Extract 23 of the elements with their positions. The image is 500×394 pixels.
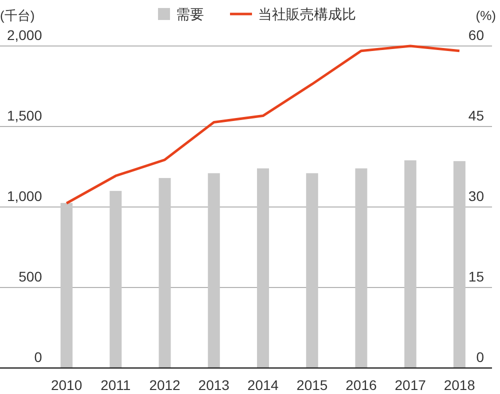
y-axis-title: (千台) bbox=[0, 8, 35, 23]
y-tick-label: 0 bbox=[34, 349, 42, 365]
x-tick-label: 2017 bbox=[394, 377, 426, 393]
x-tick-label: 2011 bbox=[100, 377, 131, 393]
y2-tick-label: 30 bbox=[468, 188, 484, 204]
y2-tick-label: 45 bbox=[468, 108, 484, 124]
x-tick-label: 2015 bbox=[296, 377, 328, 393]
x-tick-label: 2013 bbox=[198, 377, 230, 393]
y2-tick-label: 60 bbox=[468, 27, 484, 43]
x-tick-label: 2014 bbox=[247, 377, 279, 393]
x-tick-label: 2012 bbox=[149, 377, 181, 393]
y2-tick-label: 15 bbox=[468, 268, 484, 284]
y-tick-label: 2,000 bbox=[6, 27, 42, 43]
y-tick-label: 1,500 bbox=[6, 108, 42, 124]
x-tick-label: 2016 bbox=[346, 377, 378, 393]
y-tick-label: 1,000 bbox=[6, 188, 42, 204]
legend-label: 需要 bbox=[176, 6, 204, 22]
x-tick-label: 2010 bbox=[50, 377, 82, 393]
x-tick-label: 2018 bbox=[444, 377, 476, 393]
legend-label: 当社販売構成比 bbox=[258, 6, 356, 22]
y2-tick-label: 0 bbox=[476, 349, 484, 365]
y2-axis-title: (%) bbox=[476, 8, 496, 23]
y-tick-label: 500 bbox=[18, 268, 42, 284]
